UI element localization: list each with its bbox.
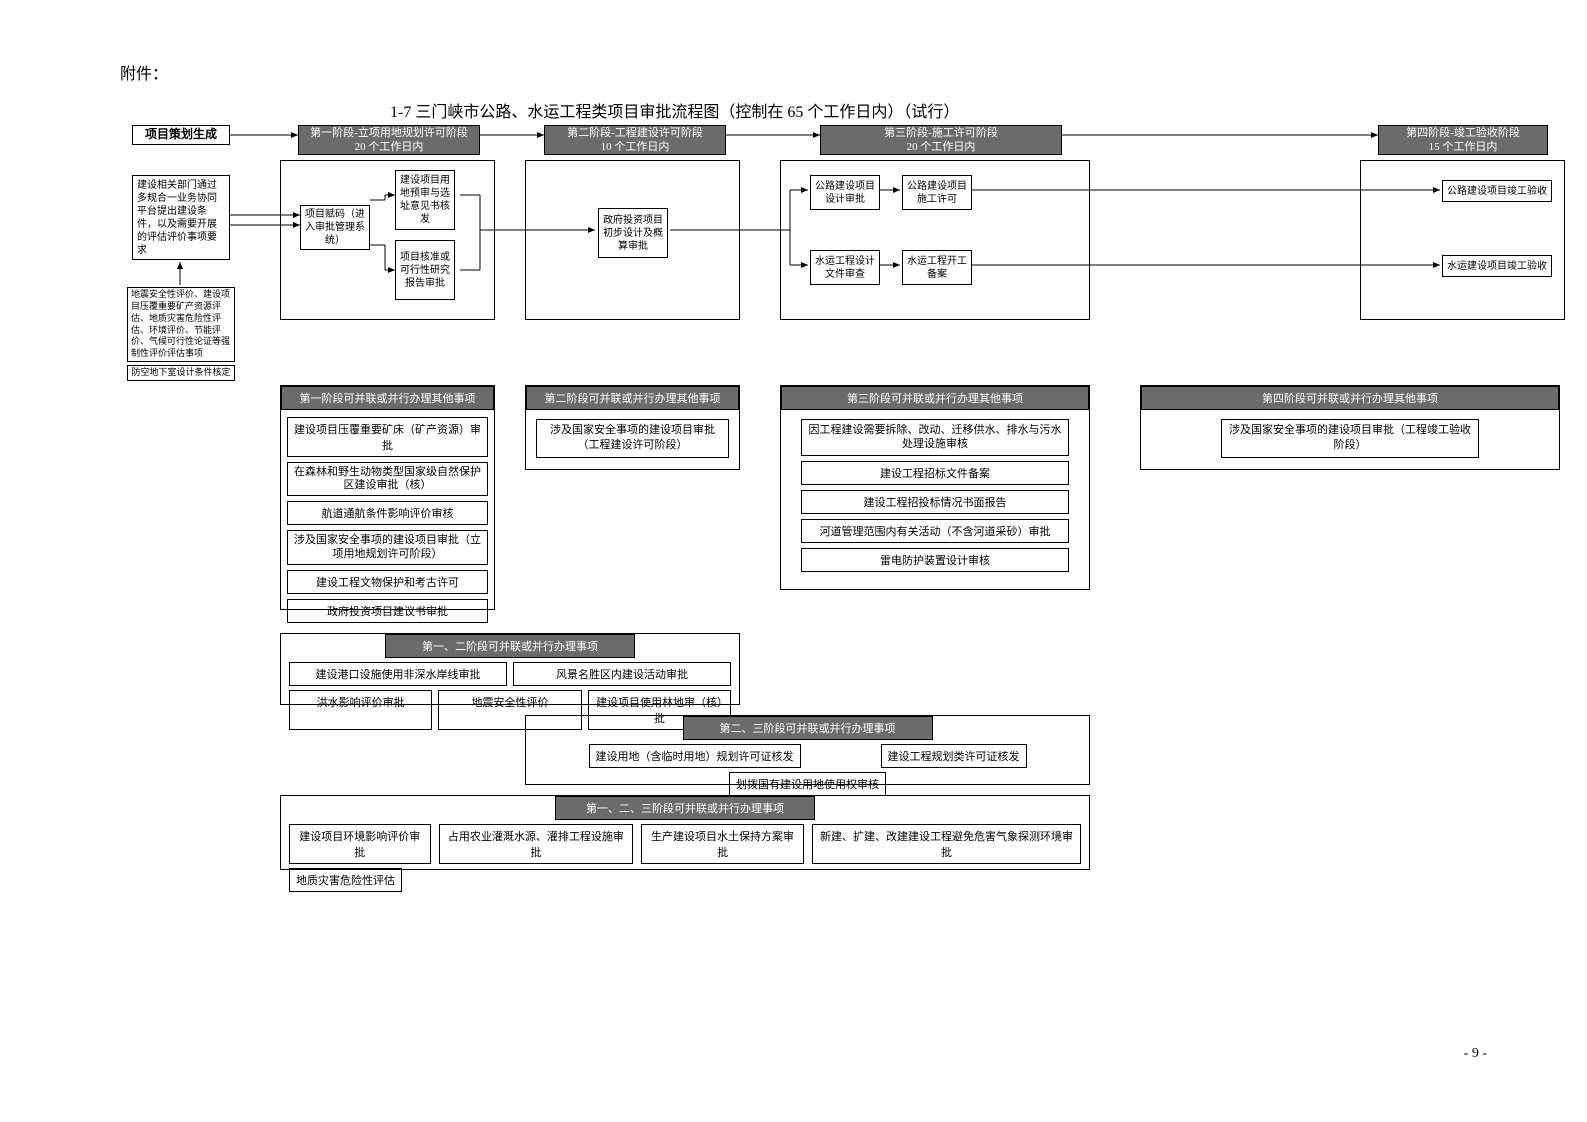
parallel-stage3-container: 第三阶段可并联或并行办理其他事项 因工程建设需要拆除、改动、迁移供水、排水与污水… [780, 385, 1090, 590]
s12-port: 建设港口设施使用非深水岸线审批 [289, 662, 507, 686]
stage1-sub: 20 个工作日内 [355, 140, 424, 154]
p3-item-1: 建设工程招标文件备案 [801, 461, 1069, 485]
cross-s12-container: 第一、二阶段可并联或并行办理事项 建设港口设施使用非深水岸线审批 风景名胜区内建… [280, 633, 740, 705]
stage2-header: 第二阶段-工程建设许可阶段 10 个工作日内 [544, 125, 726, 155]
stage3-sub: 20 个工作日内 [907, 140, 976, 154]
s23-land1: 建设用地（含临时用地）规划许可证核发 [589, 744, 801, 768]
s123-agri: 占用农业灌溉水源、灌排工程设施审批 [439, 824, 634, 864]
p1-item-2: 航道通航条件影响评价审核 [287, 501, 488, 525]
stage3-water-design: 水运工程设计文件审查 [810, 250, 880, 285]
cross-s123-container: 第一、二、三阶段可并联或并行办理事项 建设项目环境影响评价审批 占用农业灌溉水源… [280, 795, 1090, 870]
stage4-road-accept: 公路建设项目竣工验收 [1442, 180, 1552, 202]
parallel-stage2-container: 第二阶段可并联或并行办理其他事项 涉及国家安全事项的建设项目审批（工程建设许可阶… [525, 385, 740, 470]
page-number: - 9 - [1464, 1046, 1487, 1062]
s123-env: 建设项目环境影响评价审批 [289, 824, 431, 864]
p3-item-2: 建设工程招投标情况书面报告 [801, 490, 1069, 514]
stage2-sub: 10 个工作日内 [601, 140, 670, 154]
stage1-entry: 项目赋码（进入审批管理系统） [300, 205, 370, 250]
stage1-title: 第一阶段-立项用地规划许可阶段 [310, 126, 468, 140]
stage3-road-design: 公路建设项目设计审批 [810, 175, 880, 210]
parallel-stage4-header: 第四阶段可并联或并行办理其他事项 [1141, 386, 1559, 410]
main-title: 1-7 三门峡市公路、水运工程类项目审批流程图（控制在 65 个工作日内）（试行… [390, 98, 959, 122]
p3-item-4: 雷电防护装置设计审核 [801, 548, 1069, 572]
stage3-water-permit: 水运工程开工备案 [902, 250, 972, 285]
stage4-sub: 15 个工作日内 [1429, 140, 1498, 154]
stage1-branch1: 建设项目用地预审与选址意见书核发 [395, 170, 455, 230]
cross-s23-container: 第二、三阶段可并联或并行办理事项 建设用地（含临时用地）规划许可证核发 建设工程… [525, 715, 1090, 785]
multi-platform-box: 建设相关部门通过多规合一业务协同平台提出建设条件，以及需要开展的评估评价事项要求 [132, 175, 230, 260]
s123-soil: 生产建设项目水土保持方案审批 [641, 824, 804, 864]
p3-item-0: 因工程建设需要拆除、改动、迁移供水、排水与污水处理设施审核 [801, 419, 1069, 456]
air-defense-box: 防空地下室设计条件核定 [127, 365, 235, 381]
stage3-header: 第三阶段-施工许可阶段 20 个工作日内 [820, 125, 1062, 155]
stage2-main: 政府投资项目初步设计及概算审批 [598, 208, 668, 258]
cross-s12-header: 第一、二阶段可并联或并行办理事项 [385, 634, 635, 658]
s123-geo: 地质灾害危险性评估 [289, 868, 402, 892]
p2-item-0: 涉及国家安全事项的建设项目审批（工程建设许可阶段） [536, 419, 729, 458]
parallel-stage1-container: 第一阶段可并联或并行办理其他事项 建设项目压覆重要矿床（矿产资源）审批 在森林和… [280, 385, 495, 610]
p3-item-3: 河道管理范围内有关活动（不含河道采砂）审批 [801, 519, 1069, 543]
s12-scenic: 风景名胜区内建设活动审批 [513, 662, 731, 686]
stage3-title: 第三阶段-施工许可阶段 [884, 126, 998, 140]
p1-item-4: 建设工程文物保护和考古许可 [287, 570, 488, 594]
parallel-stage2-header: 第二阶段可并联或并行办理其他事项 [526, 386, 739, 410]
p4-item-0: 涉及国家安全事项的建设项目审批（工程竣工验收阶段） [1221, 419, 1479, 458]
p1-item-0: 建设项目压覆重要矿床（矿产资源）审批 [287, 417, 488, 457]
assessment-box: 地震安全性评价、建设项目压覆重要矿产资源评估、地质灾害危险性评估、环境评价、节能… [127, 287, 235, 362]
stage2-title: 第二阶段-工程建设许可阶段 [567, 126, 703, 140]
p1-item-5: 政府投资项目建议书审批 [287, 599, 488, 623]
cross-s23-header: 第二、三阶段可并联或并行办理事项 [683, 716, 933, 740]
stage4-title: 第四阶段-竣工验收阶段 [1406, 126, 1520, 140]
cross-s123-header: 第一、二、三阶段可并联或并行办理事项 [555, 796, 815, 820]
stage3-road-permit: 公路建设项目施工许可 [902, 175, 972, 210]
p1-item-3: 涉及国家安全事项的建设项目审批（立项用地规划许可阶段） [287, 530, 488, 564]
project-gen-box: 项目策划生成 [132, 125, 230, 145]
s23-land2: 建设工程规划类许可证核发 [881, 744, 1027, 768]
parallel-stage4-container: 第四阶段可并联或并行办理其他事项 涉及国家安全事项的建设项目审批（工程竣工验收阶… [1140, 385, 1560, 470]
s12-flood: 洪水影响评价审批 [289, 690, 432, 730]
stage1-header: 第一阶段-立项用地规划许可阶段 20 个工作日内 [298, 125, 480, 155]
stage4-water-accept: 水运建设项目竣工验收 [1442, 255, 1552, 277]
p1-item-1: 在森林和野生动物类型国家级自然保护区建设审批（核） [287, 462, 488, 496]
attachment-label: 附件： [120, 60, 168, 84]
s23-land3: 划拨国有建设用地使用权审核 [729, 772, 886, 796]
stage4-header: 第四阶段-竣工验收阶段 15 个工作日内 [1378, 125, 1548, 155]
parallel-stage3-header: 第三阶段可并联或并行办理其他事项 [781, 386, 1089, 410]
s123-weather: 新建、扩建、改建建设工程避免危害气象探测环境审批 [812, 824, 1081, 864]
stage1-branch2: 项目核准或可行性研究报告审批 [395, 240, 455, 300]
parallel-stage1-header: 第一阶段可并联或并行办理其他事项 [281, 386, 494, 410]
